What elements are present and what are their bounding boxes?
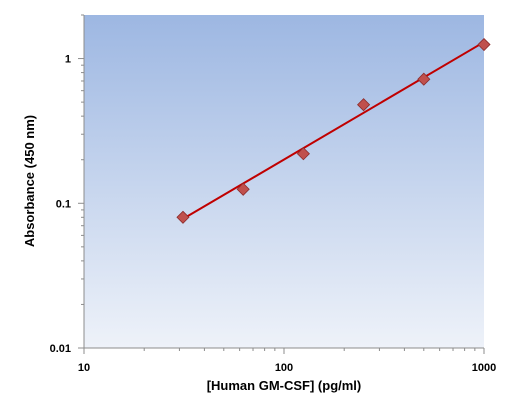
- x-tick-label: 1000: [472, 362, 496, 374]
- plot-area: [84, 15, 484, 348]
- axes: [78, 14, 485, 354]
- y-tick-label: 0.01: [50, 343, 71, 355]
- data-point: [417, 72, 431, 86]
- x-tick-label: 100: [275, 362, 293, 374]
- data-point: [176, 210, 190, 224]
- y-tick-label: 0.1: [56, 198, 71, 210]
- data-point: [236, 182, 250, 196]
- data-point: [357, 98, 371, 112]
- fit-line-group: [182, 41, 485, 220]
- y-tick-label: 1: [65, 54, 71, 66]
- data-points: [176, 37, 491, 224]
- x-axis-title: [Human GM-CSF] (pg/ml): [207, 378, 362, 393]
- y-axis-title: Absorbance (450 nm): [22, 115, 37, 247]
- fit-line: [182, 41, 485, 220]
- data-point: [477, 37, 491, 52]
- tick-labels: 10 100 1000 0.01 0.1 1: [50, 54, 497, 374]
- x-tick-label: 10: [78, 362, 90, 374]
- data-point: [296, 147, 310, 161]
